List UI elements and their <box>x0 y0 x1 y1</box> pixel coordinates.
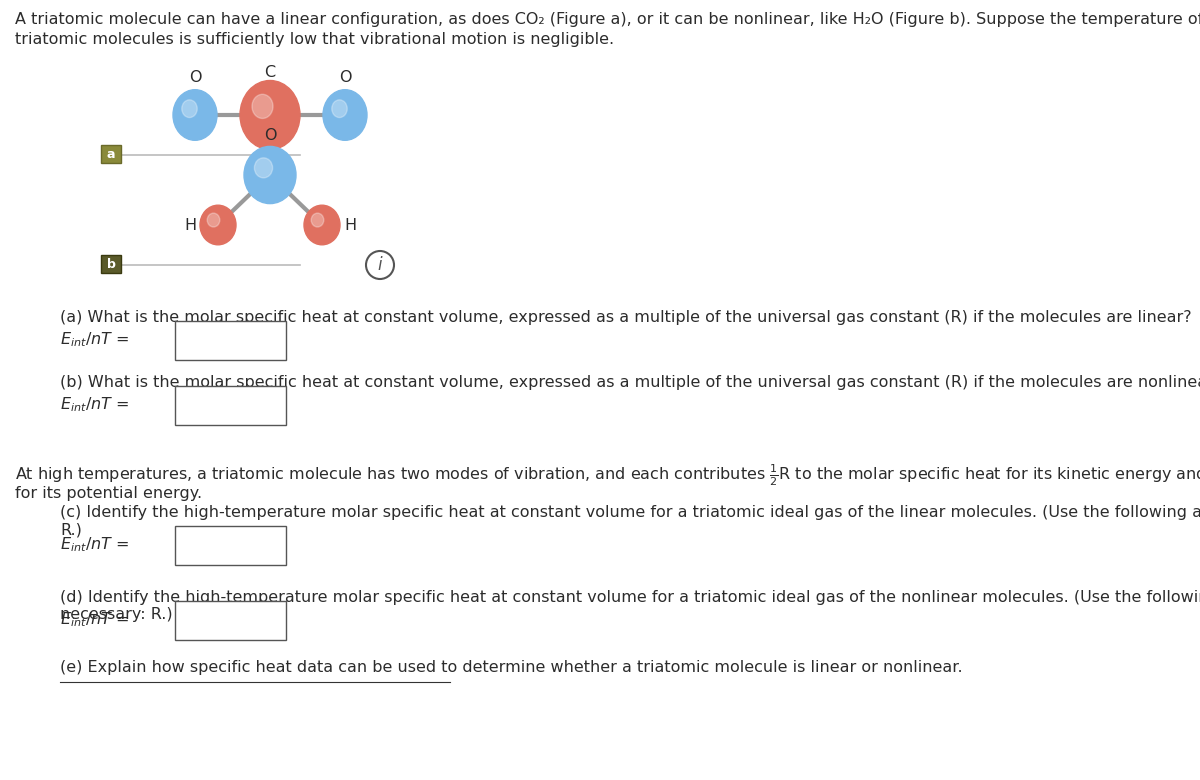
Ellipse shape <box>311 213 324 227</box>
Ellipse shape <box>182 100 197 118</box>
FancyBboxPatch shape <box>174 526 286 565</box>
Text: (b) What is the molar specific heat at constant volume, expressed as a multiple : (b) What is the molar specific heat at c… <box>60 375 1200 390</box>
Ellipse shape <box>200 205 236 245</box>
FancyBboxPatch shape <box>174 321 286 360</box>
Text: triatomic molecules is sufficiently low that vibrational motion is negligible.: triatomic molecules is sufficiently low … <box>14 32 614 47</box>
Text: b: b <box>107 257 115 271</box>
Text: $E_{int}$/$nT$ =: $E_{int}$/$nT$ = <box>60 611 130 629</box>
Ellipse shape <box>173 90 217 140</box>
Text: $E_{int}$/$nT$ =: $E_{int}$/$nT$ = <box>60 536 130 555</box>
Text: O: O <box>338 70 352 85</box>
Text: (d) Identify the high-temperature molar specific heat at constant volume for a t: (d) Identify the high-temperature molar … <box>60 590 1200 622</box>
Text: H: H <box>344 218 356 232</box>
Ellipse shape <box>240 80 300 150</box>
FancyBboxPatch shape <box>174 385 286 424</box>
Ellipse shape <box>304 205 340 245</box>
Ellipse shape <box>323 90 367 140</box>
Text: O: O <box>264 128 276 143</box>
Text: O: O <box>188 70 202 85</box>
Circle shape <box>366 251 394 279</box>
Text: C: C <box>264 65 276 80</box>
Text: for its potential energy.: for its potential energy. <box>14 486 202 501</box>
Ellipse shape <box>208 213 220 227</box>
Text: i: i <box>378 256 383 274</box>
Text: $E_{int}$/$nT$ =: $E_{int}$/$nT$ = <box>60 331 130 349</box>
Text: H: H <box>184 218 196 232</box>
Ellipse shape <box>331 100 347 118</box>
FancyBboxPatch shape <box>174 601 286 640</box>
Ellipse shape <box>244 147 296 204</box>
Text: $E_{int}$/$nT$ =: $E_{int}$/$nT$ = <box>60 395 130 414</box>
Text: (c) Identify the high-temperature molar specific heat at constant volume for a t: (c) Identify the high-temperature molar … <box>60 505 1200 537</box>
Text: (e) Explain how specific heat data can be used to determine whether a triatomic : (e) Explain how specific heat data can b… <box>60 660 962 675</box>
Ellipse shape <box>252 94 274 119</box>
Text: At high temperatures, a triatomic molecule has two modes of vibration, and each : At high temperatures, a triatomic molecu… <box>14 462 1200 488</box>
FancyBboxPatch shape <box>101 255 121 273</box>
FancyBboxPatch shape <box>101 145 121 163</box>
Text: (a) What is the molar specific heat at constant volume, expressed as a multiple : (a) What is the molar specific heat at c… <box>60 310 1192 325</box>
Text: a: a <box>107 147 115 161</box>
Ellipse shape <box>254 158 272 178</box>
Text: A triatomic molecule can have a linear configuration, as does CO₂ (Figure a), or: A triatomic molecule can have a linear c… <box>14 12 1200 27</box>
